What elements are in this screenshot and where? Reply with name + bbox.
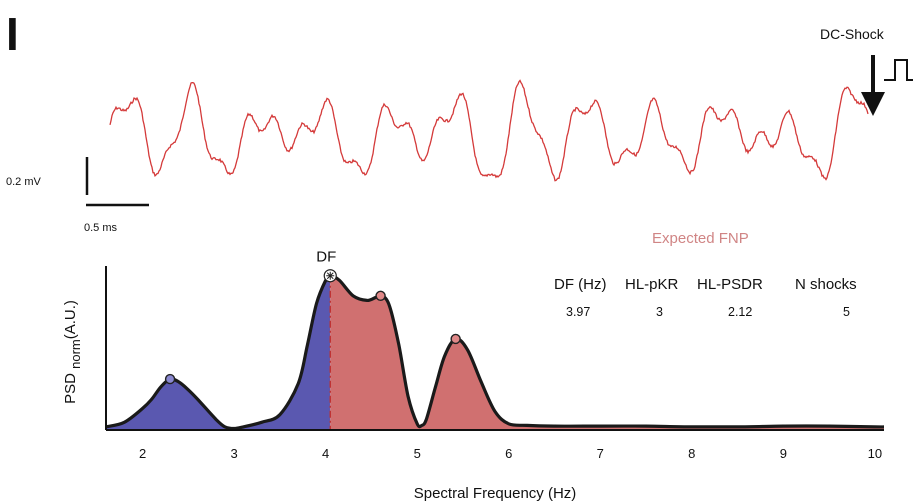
area-below-df: [106, 275, 331, 430]
table-value-df: 3.97: [566, 305, 590, 319]
x-tick-label: 9: [780, 446, 787, 461]
df-peak-cross-icon: [326, 271, 335, 280]
df-table: DF (Hz) HL-pKR HL-PSDR N shocks 3.97 3 2…: [554, 276, 857, 319]
pulse-icon: [884, 59, 913, 81]
table-value-hl-psdr: 2.12: [728, 305, 752, 319]
x-tick-label: 3: [231, 446, 238, 461]
x-tick-label: 8: [688, 446, 695, 461]
panel-label: I: [6, 8, 19, 60]
x-tick-label: 7: [597, 446, 604, 461]
df-label: DF: [316, 249, 336, 266]
table-header-df: DF (Hz): [554, 276, 607, 293]
x-tick-label: 4: [322, 446, 329, 461]
x-axis-label: Spectral Frequency (Hz): [414, 485, 577, 502]
expected-fnp-label: Expected FNP: [652, 230, 749, 247]
peak-marker: [375, 290, 386, 301]
table-header-n-shocks: N shocks: [795, 276, 857, 293]
scale-time-label: 0.5 ms: [84, 222, 118, 234]
peak-marker: [450, 333, 461, 345]
spectrum-line: [105, 274, 885, 431]
spectrum-chart: DF 2 3 4 5 6 7 8 9 10 Spectral Frequency (Hz) PSD n…: [62, 249, 885, 502]
table-value-hl-pkr: 3: [656, 305, 663, 319]
ecg-trace: [109, 79, 869, 182]
y-axis-label: PSD norm(A.U.): [62, 300, 83, 404]
table-value-n-shocks: 5: [843, 305, 850, 319]
area-above-df: [330, 275, 884, 430]
scale-voltage-label: 0.2 mV: [6, 176, 42, 188]
x-tick-label: 10: [868, 446, 882, 461]
x-tick-label: 2: [139, 446, 146, 461]
dc-shock-label: DC-Shock: [820, 26, 885, 42]
table-header-hl-psdr: HL-PSDR: [697, 276, 763, 293]
x-tick-label: 5: [414, 446, 421, 461]
dc-shock-arrow-icon: [861, 92, 885, 116]
x-tick-label: 6: [505, 446, 512, 461]
peak-marker: [164, 373, 176, 385]
table-header-hl-pkr: HL-pKR: [625, 276, 679, 293]
